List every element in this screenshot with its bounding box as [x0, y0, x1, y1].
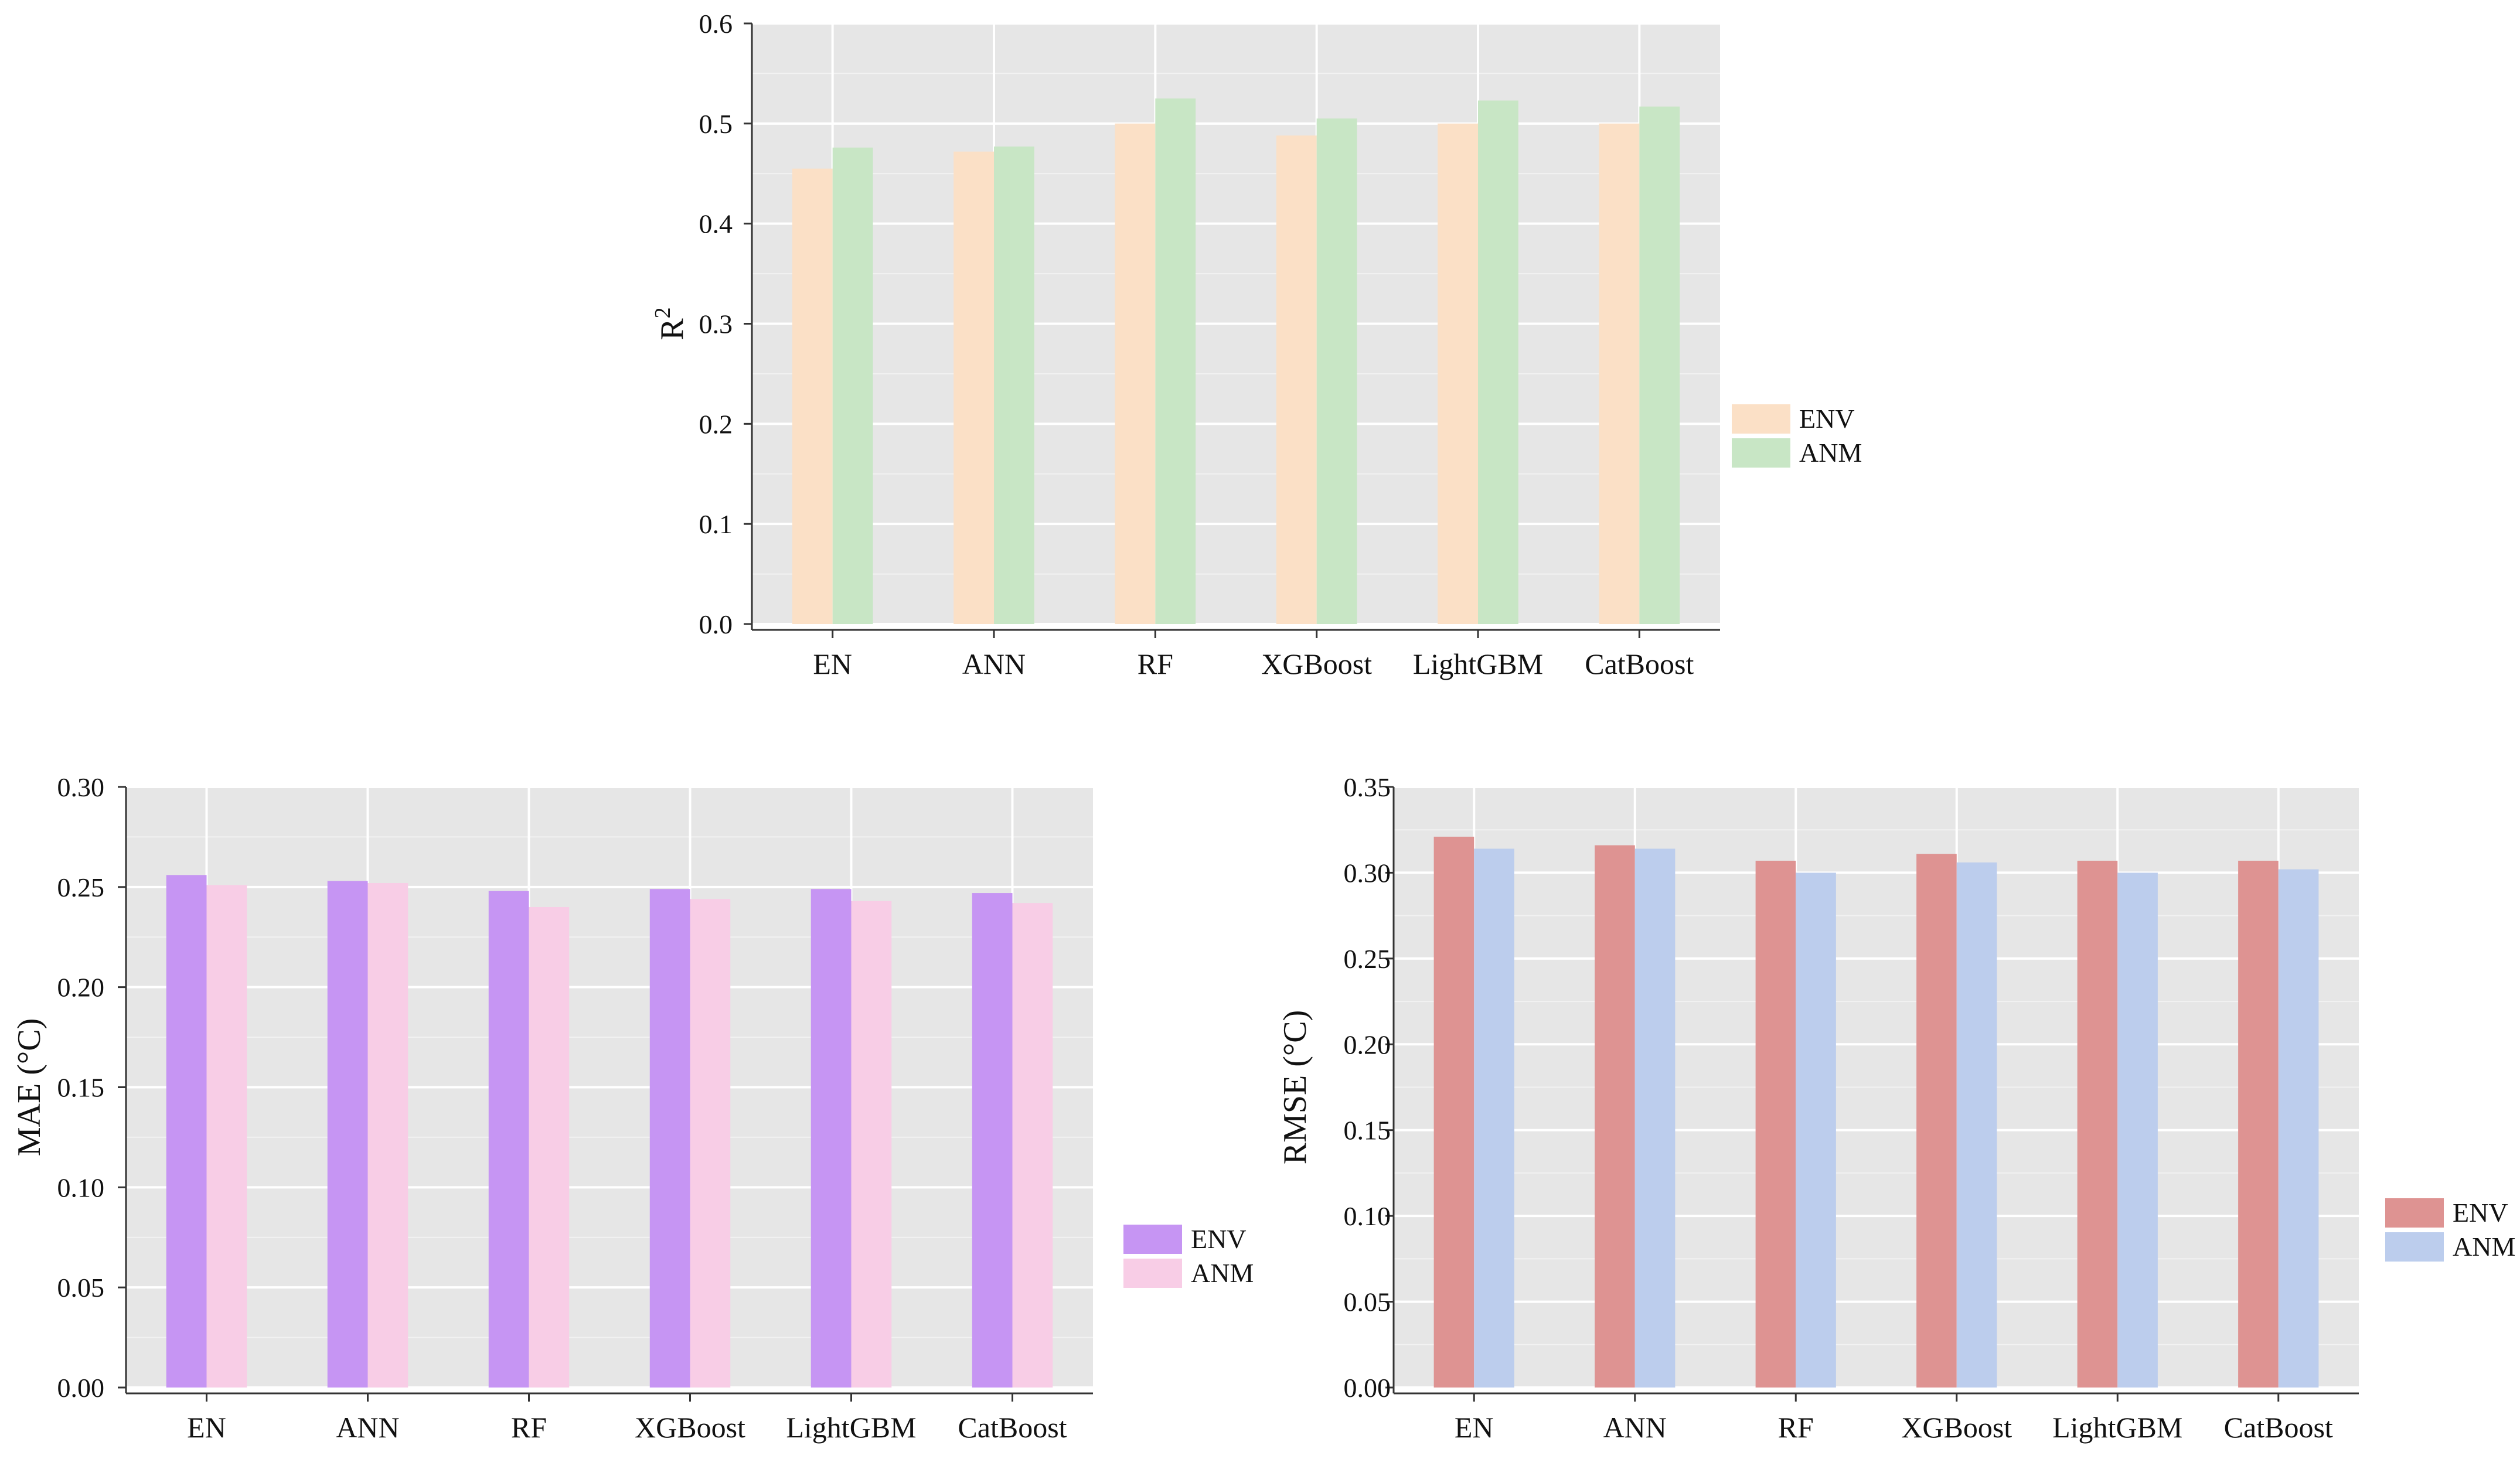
x-tick-label: EN	[813, 647, 852, 680]
bar-anm-catboost	[1012, 903, 1053, 1388]
bar-env-en	[792, 168, 833, 624]
x-tick-label: CatBoost	[2224, 1411, 2333, 1444]
y-tick-label: 0.0	[699, 609, 733, 639]
bar-env-catboost	[2238, 860, 2279, 1388]
y-tick-label: 0.15	[1344, 1116, 1391, 1146]
bar-env-catboost	[972, 893, 1013, 1388]
x-tick-label: LightGBM	[2052, 1411, 2182, 1444]
legend-swatch-anm	[2385, 1232, 2444, 1262]
bar-env-en	[1433, 836, 1474, 1388]
y-tick-label: 0.10	[1344, 1201, 1391, 1231]
bar-anm-rf	[1155, 98, 1196, 624]
bar-env-rf	[488, 891, 529, 1388]
bar-env-rf	[1755, 860, 1796, 1388]
y-tick-label: 0.6	[699, 9, 733, 39]
bar-anm-ann	[1634, 848, 1676, 1388]
x-tick-label: LightGBM	[786, 1411, 916, 1444]
bar-anm-rf	[529, 907, 570, 1388]
y-tick-label: 0.3	[699, 309, 733, 339]
bar-anm-ann	[367, 883, 408, 1388]
bar-anm-catboost	[2278, 869, 2319, 1388]
y-tick-label: 0.25	[57, 872, 105, 902]
chart-panel-bottom-left: 0.00 0.05 0.10 0.15 0.20 0.25 0.30 EN ANN RF XGBoo…	[11, 772, 1254, 1444]
bar-env-xgboost	[1276, 135, 1317, 625]
y-tick-label: 0.25	[1344, 944, 1391, 974]
y-axis-title: RMSE (°C)	[1277, 1010, 1313, 1165]
x-tick-label: XGBoost	[635, 1411, 745, 1444]
legend-swatch-anm	[1123, 1259, 1182, 1288]
y-tick-label: 0.30	[57, 772, 105, 802]
x-tick-label: ANN	[1603, 1411, 1667, 1444]
x-tick-label: XGBoost	[1261, 647, 1372, 680]
y-tick-label: 0.00	[1344, 1373, 1391, 1403]
bar-anm-rf	[1796, 872, 1836, 1388]
chart-panel-top: 0.0 0.1 0.2 0.3 0.4 0.5 0.6 EN ANN RF XGBoost Light…	[651, 9, 1862, 680]
bar-env-xgboost	[649, 889, 690, 1388]
x-tick-label: EN	[1455, 1411, 1494, 1444]
legend-label-anm: ANM	[2453, 1232, 2515, 1262]
legend-swatch-env	[1123, 1225, 1182, 1254]
bar-anm-xgboost	[690, 899, 731, 1388]
bar-anm-lightgbm	[851, 901, 892, 1388]
x-tick-label: RF	[511, 1411, 547, 1444]
bar-anm-catboost	[1639, 106, 1680, 624]
bar-env-lightgbm	[811, 889, 852, 1388]
bar-env-xgboost	[1916, 854, 1957, 1388]
legend-label-anm: ANM	[1799, 438, 1862, 468]
bar-anm-xgboost	[1956, 862, 1997, 1388]
y-tick-label: 0.5	[699, 109, 733, 139]
bar-anm-lightgbm	[1478, 100, 1518, 624]
y-axis-title-superscript: 2	[651, 307, 675, 318]
y-tick-label: 0.10	[57, 1172, 105, 1202]
y-tick-label: 0.4	[699, 209, 733, 239]
x-tick-label: CatBoost	[1585, 647, 1694, 680]
x-tick-label: RF	[1778, 1411, 1814, 1444]
bar-anm-en	[206, 885, 247, 1388]
y-tick-label: 0.35	[1344, 772, 1391, 802]
bar-anm-xgboost	[1316, 118, 1357, 624]
legend-swatch-env	[1732, 404, 1790, 434]
y-tick-label: 0.05	[1344, 1287, 1391, 1317]
x-tick-label: RF	[1138, 647, 1173, 680]
bar-env-ann	[1595, 845, 1635, 1388]
x-tick-label: CatBoost	[958, 1411, 1067, 1444]
x-tick-label: ANN	[336, 1411, 399, 1444]
bar-env-ann	[953, 151, 994, 625]
y-tick-label: 0.1	[699, 509, 733, 539]
y-tick-label: 0.15	[57, 1073, 105, 1103]
bar-anm-ann	[994, 146, 1034, 624]
x-tick-label: ANN	[962, 647, 1026, 680]
legend: ENV ANM	[2385, 1198, 2515, 1262]
bar-anm-en	[832, 147, 873, 625]
legend-label-anm: ANM	[1191, 1258, 1254, 1288]
y-tick-label: 0.20	[57, 973, 105, 1003]
bar-env-en	[166, 875, 207, 1388]
bar-env-lightgbm	[1438, 123, 1478, 625]
bar-env-catboost	[1599, 123, 1640, 625]
y-tick-label: 0.2	[699, 409, 733, 439]
x-tick-label: LightGBM	[1413, 647, 1543, 680]
bar-env-lightgbm	[2077, 860, 2118, 1388]
legend-label-env: ENV	[2453, 1198, 2508, 1228]
legend: ENV ANM	[1732, 404, 1862, 468]
legend: ENV ANM	[1123, 1224, 1254, 1288]
bar-anm-en	[1474, 848, 1514, 1388]
y-axis-title: MAE (°C)	[11, 1018, 47, 1156]
y-axis-title: R2	[651, 307, 690, 340]
legend-label-env: ENV	[1191, 1224, 1247, 1254]
chart-panel-bottom-right: 0.00 0.05 0.10 0.15 0.20 0.25 0.30 0.35 EN ANN RF X…	[1277, 772, 2515, 1444]
bar-env-ann	[327, 881, 368, 1388]
y-tick-label: 0.05	[57, 1273, 105, 1303]
x-tick-label: EN	[187, 1411, 226, 1444]
bar-anm-lightgbm	[2117, 872, 2158, 1388]
legend-swatch-env	[2385, 1198, 2444, 1228]
y-tick-label: 0.00	[57, 1373, 105, 1403]
legend-label-env: ENV	[1799, 404, 1855, 434]
y-tick-label: 0.30	[1344, 858, 1391, 888]
bar-env-rf	[1115, 123, 1156, 625]
x-tick-label: XGBoost	[1901, 1411, 2012, 1444]
legend-swatch-anm	[1732, 438, 1790, 468]
y-tick-label: 0.20	[1344, 1030, 1391, 1059]
